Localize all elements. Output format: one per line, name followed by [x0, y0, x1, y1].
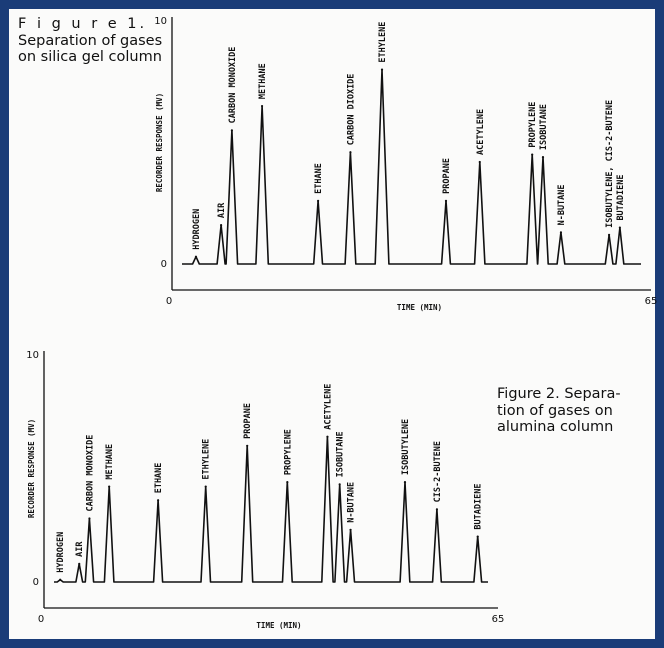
y-axis-label: RECORDER RESPONSE (MV)	[27, 419, 36, 518]
y-tick-label: 10	[154, 16, 167, 27]
peak-apex	[403, 481, 407, 484]
peak-apex	[349, 528, 352, 531]
peak-label: N-BUTANE	[347, 482, 357, 523]
peak-apex	[78, 562, 81, 565]
peak-apex	[476, 535, 479, 538]
peak-apex	[607, 233, 611, 236]
peak-apex	[220, 224, 223, 227]
peak-apex	[478, 160, 481, 164]
figure-2-caption: Figure 2. Separa- tion of gases on alumi…	[497, 386, 621, 436]
peak-label: ACETYLENE	[323, 384, 333, 430]
peak-apex	[317, 199, 320, 202]
peak-label: ETHYLENE	[202, 439, 212, 480]
peak-label: ETHANE	[154, 463, 164, 494]
peak-apex	[157, 499, 160, 502]
peak-apex	[531, 153, 534, 156]
y-tick-label: 10	[26, 350, 39, 361]
peak-apex	[380, 68, 384, 71]
peak-label: ISOBUTYLENE	[401, 419, 411, 475]
peak-label: METHANE	[105, 444, 115, 480]
peak-apex	[338, 483, 341, 486]
peak-label: METHANE	[258, 63, 268, 99]
peak-apex	[541, 155, 545, 159]
peak-label: ISOBUTANE	[539, 104, 549, 150]
peak-label: CARBON MONOXIDE	[228, 47, 238, 124]
x-tick-label: 0	[166, 296, 172, 307]
peak-apex	[444, 199, 448, 202]
x-tick-label: 65	[645, 296, 658, 307]
x-axis-label: TIME (MIN)	[397, 303, 442, 312]
peak-label: ACETYLENE	[476, 109, 486, 155]
peak-apex	[246, 444, 249, 447]
peak-label: CARBON DIOXIDE	[346, 74, 356, 146]
peak-apex	[326, 435, 329, 438]
peak-label: CIS-2-BUTENE	[433, 441, 443, 502]
figure-1-caption: F i g u r e 1. Separation of gases on si…	[18, 16, 178, 66]
peak-label: ETHYLENE	[378, 22, 388, 63]
peak-apex	[349, 151, 352, 154]
y-axis-label: RECORDER RESPONSE (MV)	[155, 93, 164, 192]
peak-apex	[559, 231, 563, 234]
chart-2: 0 65 0 10 TIME (MIN) RECORDER RESPONSE (MV) HY…	[26, 350, 504, 630]
peak-apex	[618, 226, 621, 229]
peak-apex	[88, 517, 91, 520]
peak-apex	[435, 508, 439, 511]
peak-apex	[260, 104, 264, 108]
peak-apex	[59, 578, 62, 581]
chart-1: 0 65 0 10 TIME (MIN) RECORDER RESPONSE (MV) HY…	[154, 16, 657, 312]
peak-label: PROPANE	[442, 158, 452, 194]
peak-label: ETHANE	[314, 163, 324, 194]
x-tick-label: 65	[492, 614, 505, 625]
peak-label: AIR	[75, 541, 85, 557]
y-tick-label: 0	[33, 577, 39, 588]
peak-label: PROPYLENE	[528, 102, 538, 148]
peak-label: N-BUTANE	[557, 184, 567, 225]
chromatogram-trace	[54, 435, 488, 583]
y-tick-label: 0	[161, 259, 167, 270]
peak-label: ISOBUTYLENE, CIS-2-BUTENE	[605, 100, 615, 228]
peak-label: BUTADIENE	[474, 484, 484, 530]
peak-label: BUTADIENE	[616, 174, 626, 220]
chromatogram-trace	[182, 68, 641, 265]
peak-label: PROPYLENE	[283, 429, 293, 475]
peak-label: HYDROGEN	[56, 532, 66, 573]
peak-apex	[194, 255, 198, 258]
peak-label: ISOBUTANE	[336, 431, 346, 477]
figure-1-description: Separation of gases on silica gel column	[18, 32, 163, 66]
peak-label: CARBON MONOXIDE	[85, 435, 95, 512]
peak-label: HYDROGEN	[192, 209, 202, 250]
x-tick-label: 0	[38, 614, 44, 625]
peak-apex	[108, 485, 111, 488]
peak-apex	[230, 129, 233, 132]
peak-label: PROPANE	[243, 403, 253, 439]
peak-apex	[286, 481, 289, 484]
x-axis-label: TIME (MIN)	[256, 621, 301, 630]
peak-apex	[204, 485, 207, 488]
figure-1-number: F i g u r e 1.	[18, 16, 148, 32]
peak-label: AIR	[217, 202, 227, 218]
